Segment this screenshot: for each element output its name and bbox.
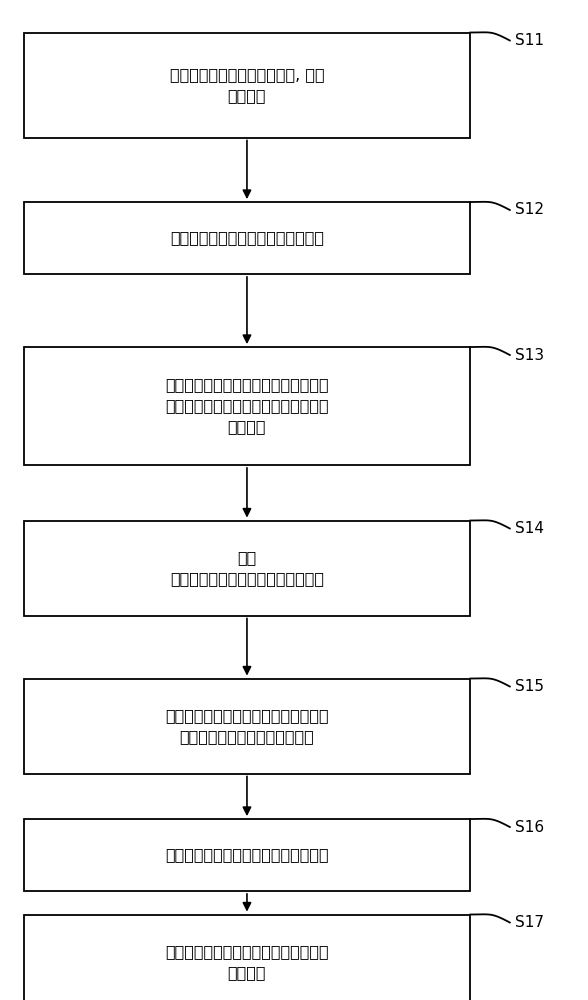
Text: S12: S12: [514, 202, 543, 218]
Text: 根据负载功率计算发动机的最低转速: 根据负载功率计算发动机的最低转速: [170, 231, 324, 245]
FancyBboxPatch shape: [24, 520, 470, 615]
Text: 获取马达转速和液压马达压力, 计算
负载功率: 获取马达转速和液压马达压力, 计算 负载功率: [170, 67, 324, 103]
Text: S13: S13: [514, 348, 544, 362]
Text: S17: S17: [514, 915, 543, 930]
Text: 通过变速箱控制机构将变速箱控制为相
应的档位: 通过变速箱控制机构将变速箱控制为相 应的档位: [165, 944, 329, 980]
Text: 发动机转速控制机构控制发动机的转速
；设备运行速度输入机构输入所需设备
运行速度: 发动机转速控制机构控制发动机的转速 ；设备运行速度输入机构输入所需设备 运行速度: [165, 377, 329, 434]
FancyBboxPatch shape: [24, 678, 470, 774]
FancyBboxPatch shape: [24, 202, 470, 274]
FancyBboxPatch shape: [24, 32, 470, 137]
Text: 通过预设的档位计算公式获取所需档位: 通过预设的档位计算公式获取所需档位: [165, 848, 329, 862]
Text: S15: S15: [514, 679, 543, 694]
FancyBboxPatch shape: [24, 819, 470, 891]
FancyBboxPatch shape: [24, 914, 470, 1000]
FancyBboxPatch shape: [24, 347, 470, 465]
Text: S14: S14: [514, 521, 543, 536]
Text: S11: S11: [514, 33, 543, 48]
Text: 计算
液压泵所需排量和液压马达所需排量: 计算 液压泵所需排量和液压马达所需排量: [170, 550, 324, 586]
Text: 根据液压泵所需排量和液压马达所需排
量控制液压泵和液压马达的排量: 根据液压泵所需排量和液压马达所需排 量控制液压泵和液压马达的排量: [165, 708, 329, 744]
Text: S16: S16: [514, 820, 544, 834]
